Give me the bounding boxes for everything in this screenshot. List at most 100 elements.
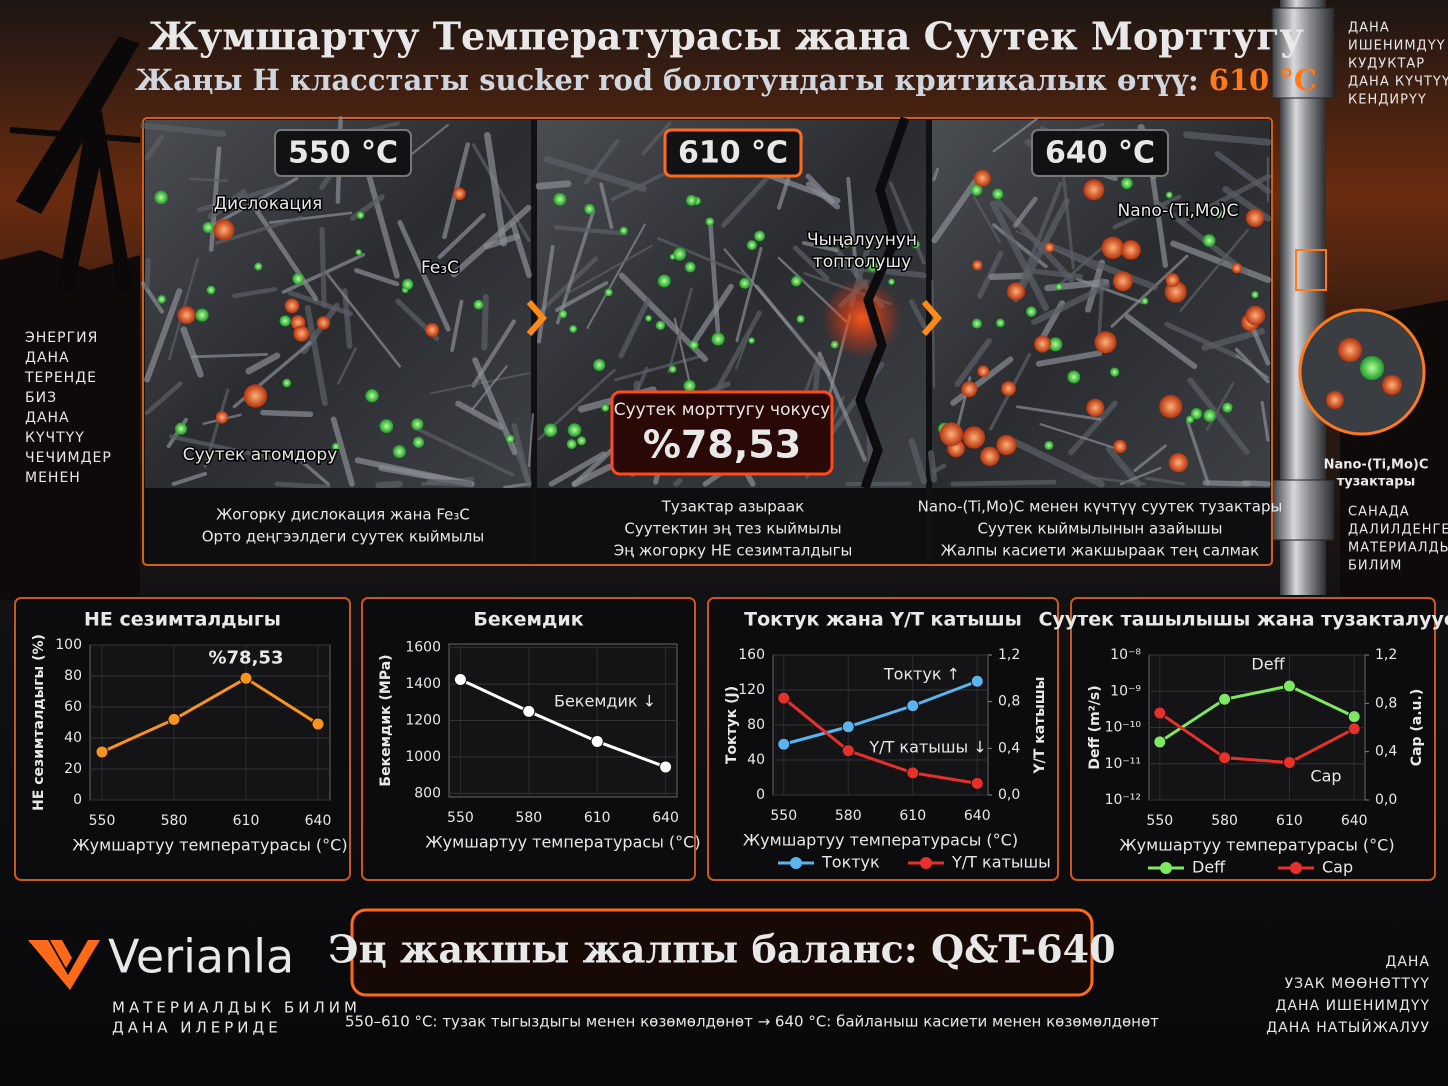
y-axis-label: Deff (m²/s) bbox=[1087, 685, 1103, 769]
lath bbox=[536, 256, 599, 316]
hydrogen-atom bbox=[505, 434, 515, 444]
x-tick-label: 550 bbox=[89, 813, 116, 829]
data-point bbox=[841, 720, 855, 734]
y-tick-label: 20 bbox=[64, 761, 82, 777]
side-text: САНАДА bbox=[1348, 505, 1410, 520]
side-text: ДАНА НАТЫЙЖАЛУУ bbox=[1266, 1018, 1430, 1036]
lath bbox=[599, 182, 614, 230]
lath bbox=[1012, 198, 1070, 303]
data-point bbox=[1347, 722, 1361, 736]
precipitate bbox=[972, 260, 983, 271]
lath bbox=[412, 425, 515, 477]
temp-label: 610 °C bbox=[678, 136, 788, 171]
precipitate bbox=[293, 325, 310, 342]
temp-box bbox=[274, 129, 412, 177]
chart-title: Бекемдик bbox=[473, 609, 583, 631]
hydrogen-atom bbox=[558, 309, 568, 319]
lath bbox=[673, 478, 683, 487]
data-point bbox=[1282, 756, 1296, 770]
side-text: УЗАК МӨӨНӨТТҮҮ bbox=[1285, 976, 1430, 992]
hydrogen-atom bbox=[1055, 283, 1063, 291]
lath bbox=[1178, 173, 1272, 225]
hydrogen-atom bbox=[970, 184, 983, 196]
hydrogen-atom bbox=[1026, 306, 1037, 317]
y2-tick-label: 0,4 bbox=[1375, 744, 1397, 760]
hydrogen-atom bbox=[601, 404, 610, 412]
footer-note: 550–610 °C: тузак тыгыздыгы менен көзөмө… bbox=[345, 1013, 1159, 1031]
lath bbox=[1112, 194, 1182, 230]
hydrogen-atom bbox=[645, 315, 652, 322]
lath bbox=[1133, 444, 1167, 472]
hydrogen-atom bbox=[543, 423, 558, 437]
lath bbox=[1202, 480, 1251, 487]
lath bbox=[319, 226, 327, 308]
zoom-label: Nano-(Ti,Mo)C bbox=[1324, 458, 1429, 473]
lath bbox=[657, 237, 750, 278]
lath bbox=[1110, 254, 1189, 328]
lath bbox=[995, 199, 1075, 283]
peak-label: Суутек морттугу чокусу bbox=[614, 400, 830, 420]
lath bbox=[1235, 354, 1270, 379]
banner-box bbox=[350, 908, 1094, 997]
x-axis-label: Жумшартуу температурасы (°C) bbox=[1119, 836, 1394, 855]
y-tick-label: 10⁻⁸ bbox=[1110, 647, 1141, 663]
hydrogen-atom bbox=[1186, 415, 1194, 424]
lath bbox=[336, 347, 358, 385]
lath bbox=[537, 244, 555, 344]
hydrogen-atom bbox=[402, 278, 414, 290]
lath bbox=[708, 222, 721, 334]
lath bbox=[1039, 423, 1122, 451]
series-line bbox=[783, 679, 978, 746]
y2-tick-label: 1,2 bbox=[998, 647, 1020, 663]
data-point bbox=[659, 760, 673, 774]
lath bbox=[471, 143, 531, 242]
y-tick-label: 40 bbox=[64, 730, 82, 746]
lath bbox=[909, 299, 927, 329]
annotation: Y/T катышы ↓ bbox=[868, 738, 986, 757]
lath bbox=[208, 146, 222, 252]
lath bbox=[931, 279, 936, 389]
data-point bbox=[239, 671, 253, 685]
y-tick-label: 1000 bbox=[405, 749, 441, 765]
precipitate bbox=[177, 306, 196, 325]
caption-box bbox=[145, 488, 531, 563]
caption: Жалпы касиети жакшыраак тең салмак bbox=[941, 542, 1259, 560]
precipitate bbox=[977, 365, 990, 378]
side-text: МЕНЕН bbox=[25, 470, 81, 486]
lath bbox=[535, 180, 572, 190]
lath bbox=[1075, 277, 1144, 304]
lath bbox=[1053, 245, 1105, 290]
tagline: ДАНА ИЛЕРИДЕ bbox=[112, 1019, 282, 1037]
hydrogen-atom bbox=[202, 221, 214, 234]
hydrogen-atom bbox=[254, 262, 263, 271]
lath bbox=[268, 211, 353, 224]
x-tick-label: 610 bbox=[584, 810, 611, 826]
x-tick-label: 640 bbox=[964, 808, 991, 824]
lath bbox=[1030, 268, 1083, 280]
hydrogen-atom bbox=[195, 308, 209, 322]
legend-label: Токтук bbox=[821, 853, 880, 872]
hydrogen-atom bbox=[686, 194, 697, 206]
precipitate bbox=[452, 187, 466, 201]
annotation: Deff bbox=[1251, 655, 1285, 674]
side-text: ТЕРЕНДЕ bbox=[24, 370, 97, 386]
hydrogen-atom bbox=[392, 445, 406, 459]
lath bbox=[260, 409, 314, 418]
horizon bbox=[0, 250, 140, 600]
lath bbox=[1016, 405, 1102, 421]
precipitate bbox=[961, 381, 978, 398]
lath bbox=[375, 480, 403, 489]
annotation: Токтук ↑ bbox=[883, 665, 960, 684]
lath bbox=[144, 381, 183, 416]
lath bbox=[805, 181, 841, 210]
precipitate bbox=[1044, 242, 1055, 253]
lath bbox=[180, 326, 204, 378]
lath bbox=[618, 297, 651, 359]
annotation: Бекемдик ↓ bbox=[554, 692, 656, 711]
lath bbox=[1205, 382, 1235, 431]
peak-box bbox=[610, 390, 834, 476]
hydrogen-atom bbox=[888, 278, 895, 286]
hydrogen-atom bbox=[655, 320, 666, 331]
peak-value: %78,53 bbox=[643, 423, 801, 467]
precipitate bbox=[1245, 208, 1265, 228]
